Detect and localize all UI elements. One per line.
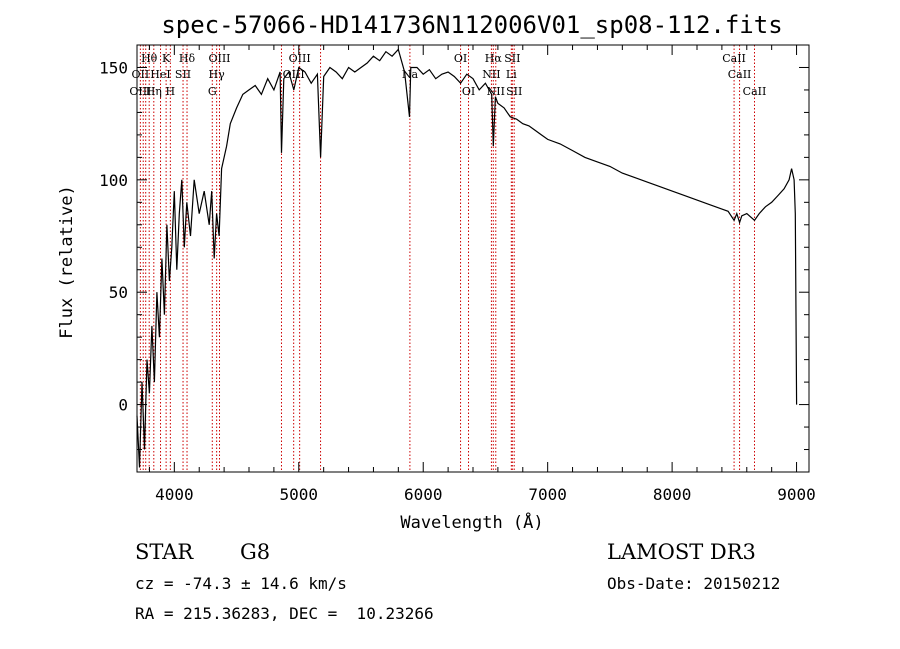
x-tick-label: 7000 — [528, 485, 567, 504]
spectral-line-label: OI — [454, 52, 467, 65]
object-class: STAR — [135, 540, 194, 564]
spectral-line-label: Hη — [146, 85, 162, 98]
y-tick-label: 150 — [99, 58, 128, 77]
spectral-line-label: Hδ — [179, 52, 196, 65]
survey-name: LAMOST DR3 — [607, 540, 756, 564]
spectral-line-label: CaII — [743, 85, 767, 98]
spectral-line-label: Hθ — [141, 52, 158, 65]
spectral-line-label: SII — [506, 85, 522, 98]
x-tick-label: 9000 — [777, 485, 816, 504]
x-tick-label: 5000 — [280, 485, 319, 504]
spectral-line-label: OII — [132, 68, 150, 81]
spectral-line-label: HeI — [150, 68, 170, 81]
y-tick-label: 100 — [99, 171, 128, 190]
spectral-line-label: OI — [462, 85, 475, 98]
spectral-line-label: K — [162, 52, 171, 65]
observation-date: Obs-Date: 20150212 — [607, 574, 781, 593]
axis-ticks-group: 4000 5000 6000 7000 8000 9000 0 50 100 150 — [99, 44, 816, 504]
spectral-line-label: NII — [487, 85, 505, 98]
spectral-line-label: CaII — [728, 68, 752, 81]
spectral-line-label: H — [166, 85, 176, 98]
x-tick-label: 4000 — [155, 485, 194, 504]
x-axis-label: Wavelength (Å) — [400, 511, 543, 533]
spectral-line-label: G — [208, 85, 217, 98]
spectral-line-label: OIII — [283, 68, 305, 81]
x-tick-label: 6000 — [404, 485, 443, 504]
y-tick-label: 0 — [118, 396, 128, 415]
spectral-line-label: Hγ — [209, 68, 226, 81]
spectral-line-label: OIII — [129, 85, 151, 98]
spectral-line-label: Li — [506, 68, 517, 81]
spectral-line-label: NII — [482, 68, 500, 81]
spectral-line-label: SII — [504, 52, 520, 65]
y-tick-label: 50 — [109, 283, 128, 302]
spectral-line-label: OIII — [289, 52, 311, 65]
spectral-line-label: CaII — [722, 52, 746, 65]
redshift-cz: cz = -74.3 ± 14.6 km/s — [135, 574, 347, 593]
spectral-line-label: OIII — [208, 52, 230, 65]
object-subclass: G8 — [240, 540, 271, 564]
line-markers-group — [139, 45, 755, 472]
spectral-line-label: SII — [175, 68, 191, 81]
coordinates: RA = 215.36283, DEC = 10.23266 — [135, 604, 434, 623]
chart-title: spec-57066-HD141736N112006V01_sp08-112.f… — [161, 11, 782, 39]
plot-frame — [136, 44, 810, 473]
spectral-line-label: Hα — [485, 52, 503, 65]
x-tick-label: 8000 — [653, 485, 692, 504]
spectrum-line — [136, 48, 798, 468]
y-axis-label: Flux (relative) — [57, 185, 77, 339]
